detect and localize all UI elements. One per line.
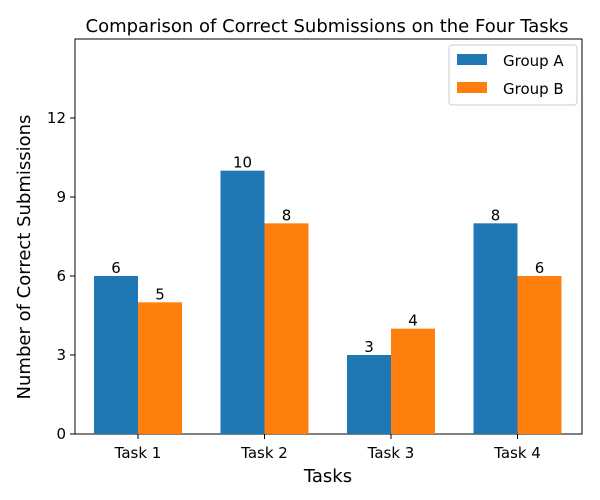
x-tick-label: Task 4 — [493, 444, 541, 462]
bars-group — [94, 170, 562, 434]
legend-label-group-a: Group A — [503, 52, 564, 70]
bar-group-b — [391, 328, 435, 434]
x-axis: Task 1 Task 2 Task 3 Task 4 — [114, 434, 541, 462]
legend-swatch-group-b — [457, 82, 487, 93]
bar-group-a — [347, 355, 391, 434]
data-label-group-a: 6 — [111, 259, 121, 277]
y-tick-label: 12 — [47, 109, 66, 127]
x-tick-label: Task 2 — [240, 444, 288, 462]
data-label-group-a: 10 — [233, 154, 252, 172]
data-label-group-a: 8 — [491, 206, 501, 224]
data-labels-group: 6 10 3 8 5 8 4 6 — [111, 154, 544, 356]
data-label-group-b: 4 — [408, 312, 418, 330]
data-label-group-b: 5 — [155, 285, 165, 303]
bar-group-a — [473, 223, 518, 434]
x-axis-label: Tasks — [303, 466, 352, 487]
y-axis-label: Number of Correct Submissions — [14, 115, 35, 400]
legend-label-group-b: Group B — [503, 80, 564, 98]
bar-group-b — [264, 223, 309, 434]
y-tick-label: 9 — [56, 188, 66, 206]
x-tick-label: Task 3 — [367, 444, 415, 462]
chart-title: Comparison of Correct Submissions on the… — [86, 16, 569, 37]
x-tick-label: Task 1 — [114, 444, 162, 462]
bar-group-b — [517, 276, 562, 434]
y-tick-label: 0 — [56, 425, 66, 443]
bar-group-a — [94, 276, 138, 434]
plot-area-frame — [74, 38, 583, 435]
data-label-group-b: 6 — [535, 259, 545, 277]
bar-group-b — [138, 302, 182, 434]
y-tick-label: 6 — [56, 267, 66, 285]
legend-swatch-group-a — [457, 54, 487, 65]
bar-group-a — [220, 170, 265, 434]
data-label-group-b: 8 — [282, 206, 292, 224]
legend: Group A Group B — [448, 44, 578, 106]
y-axis: 0 3 6 9 12 — [47, 109, 75, 443]
y-tick-label: 3 — [56, 346, 66, 364]
data-label-group-a: 3 — [364, 338, 374, 356]
